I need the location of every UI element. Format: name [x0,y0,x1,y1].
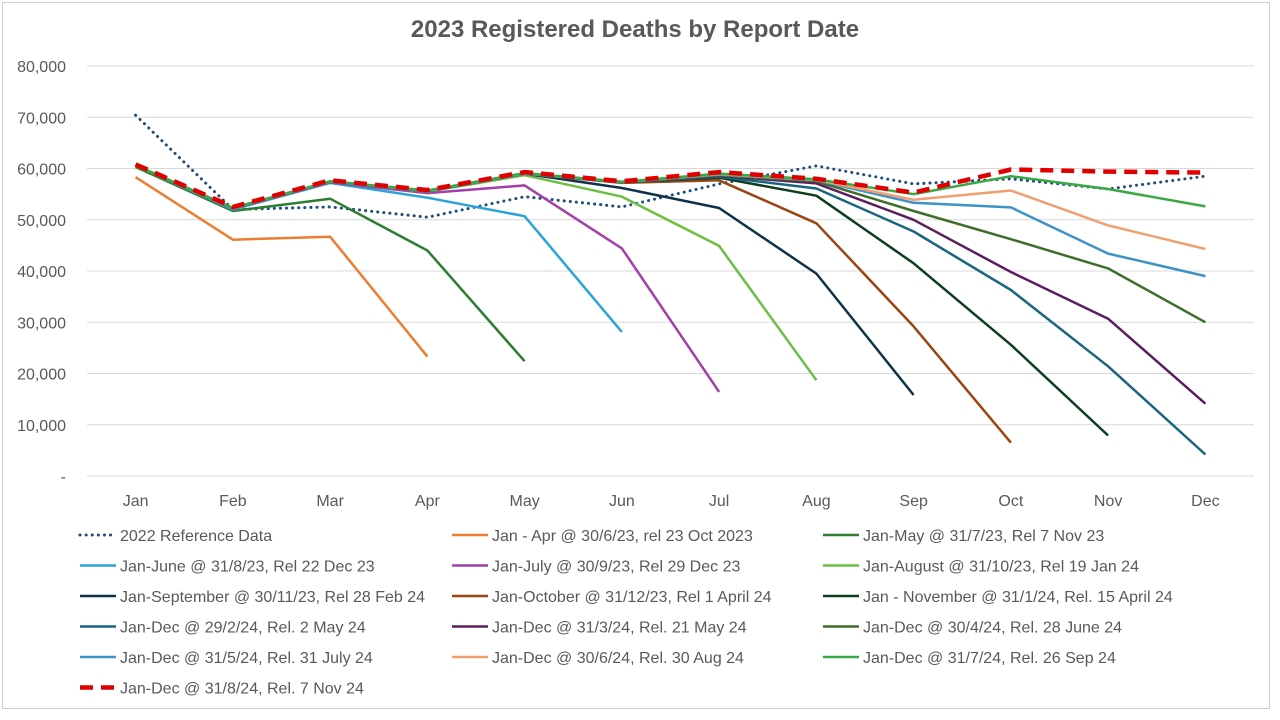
legend-label: Jan-Dec @ 31/5/24, Rel. 31 July 24 [120,650,373,667]
series-line [134,176,429,358]
legend-label: Jan-September @ 30/11/23, Rel 28 Feb 24 [120,589,425,606]
legend-label: Jan-Dec @ 31/8/24, Rel. 7 Nov 24 [120,681,364,698]
y-axis-ticks: - 10,000 20,000 30,000 40,000 50,000 60,000 70,… [17,59,66,486]
chart-title: 2023 Registered Deaths by Report Date [411,16,859,43]
x-axis-ticks: Jan Feb Mar Apr May Jun Jul Aug Sep Oct Nov Dec [123,493,1220,510]
series-lines [134,113,1207,456]
legend-label: Jan - Apr @ 30/6/23, rel 23 Oct 2023 [492,528,753,545]
y-tick-label: - [61,469,66,486]
legend-label: Jan-Dec @ 30/4/24, Rel. 28 June 24 [863,620,1122,637]
y-tick-label: 30,000 [17,315,66,332]
legend-label: Jan-Dec @ 31/7/24, Rel. 26 Sep 24 [863,650,1116,667]
legend-label: Jan-October @ 31/12/23, Rel 1 April 24 [492,589,772,606]
y-tick-label: 20,000 [17,367,66,384]
legend-label: Jan-Dec @ 29/2/24, Rel. 2 May 24 [120,620,366,637]
x-tick-label: Dec [1191,493,1219,510]
y-tick-label: 60,000 [17,162,66,179]
series-line [135,164,1207,456]
legend-label: Jan-Dec @ 31/3/24, Rel. 21 May 24 [492,620,747,637]
x-tick-label: Sep [899,493,928,510]
x-tick-label: Feb [219,493,247,510]
series-line [135,164,818,381]
y-tick-label: 50,000 [17,213,66,230]
grid-lines [87,65,1254,477]
series-line [134,113,1207,219]
x-tick-label: Nov [1094,493,1122,510]
x-tick-label: Oct [998,493,1023,510]
legend-label: Jan - November @ 31/1/24, Rel. 15 April … [863,589,1173,606]
legend-label: Jan-May @ 31/7/23, Rel 7 Nov 23 [863,528,1104,545]
y-tick-label: 10,000 [17,418,66,435]
series-line [135,165,526,363]
x-tick-label: Aug [802,493,830,510]
legend-label: Jan-August @ 31/10/23, Rel 19 Jan 24 [863,559,1139,576]
legend-label: Jan-June @ 31/8/23, Rel 22 Dec 23 [120,559,375,576]
x-tick-label: Jul [709,493,729,510]
legend-label: 2022 Reference Data [120,528,272,545]
series-line [134,162,1206,210]
y-tick-label: 70,000 [17,110,66,127]
y-tick-label: 80,000 [17,59,66,76]
series-line [135,164,1207,405]
x-tick-label: May [510,493,540,510]
legend: 2022 Reference Data Jan - Apr @ 30/6/23, … [78,528,1173,698]
legend-label: Jan-July @ 30/9/23, Rel 29 Dec 23 [492,559,740,576]
x-tick-label: Apr [415,493,441,510]
chart-frame [2,2,1270,709]
x-tick-label: Jun [609,493,635,510]
y-tick-label: 40,000 [17,264,66,281]
series-line [135,164,623,333]
x-tick-label: Jan [123,493,149,510]
legend-label: Jan-Dec @ 30/6/24, Rel. 30 Aug 24 [492,650,744,667]
x-tick-label: Mar [316,493,344,510]
